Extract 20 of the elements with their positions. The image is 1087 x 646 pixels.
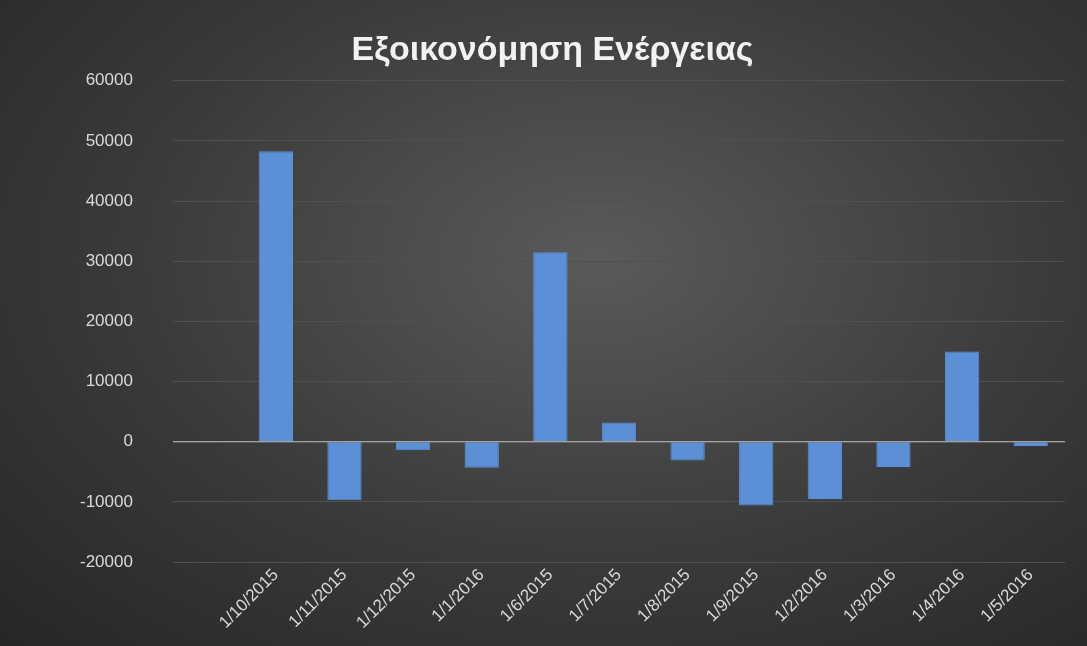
bar <box>533 252 568 442</box>
bar <box>670 442 705 461</box>
bar <box>601 422 637 442</box>
chart-title: Εξοικονόμηση Ενέργειας <box>351 28 754 67</box>
y-tick-label: -10000 <box>80 491 133 511</box>
bar <box>739 442 774 506</box>
bar <box>258 151 294 442</box>
bar <box>464 442 499 468</box>
y-tick-label: 20000 <box>85 311 133 331</box>
bar <box>876 442 911 468</box>
bar <box>807 442 842 499</box>
y-tick-label: 40000 <box>85 190 133 210</box>
y-tick-label: 50000 <box>85 130 133 150</box>
y-tick-label: 30000 <box>85 250 133 270</box>
bar <box>944 351 980 442</box>
y-tick-label: 10000 <box>85 371 133 391</box>
y-tick-label: -20000 <box>80 551 133 571</box>
bar <box>327 442 362 501</box>
y-tick-label: 0 <box>123 431 133 451</box>
y-tick-label: 60000 <box>85 70 133 90</box>
